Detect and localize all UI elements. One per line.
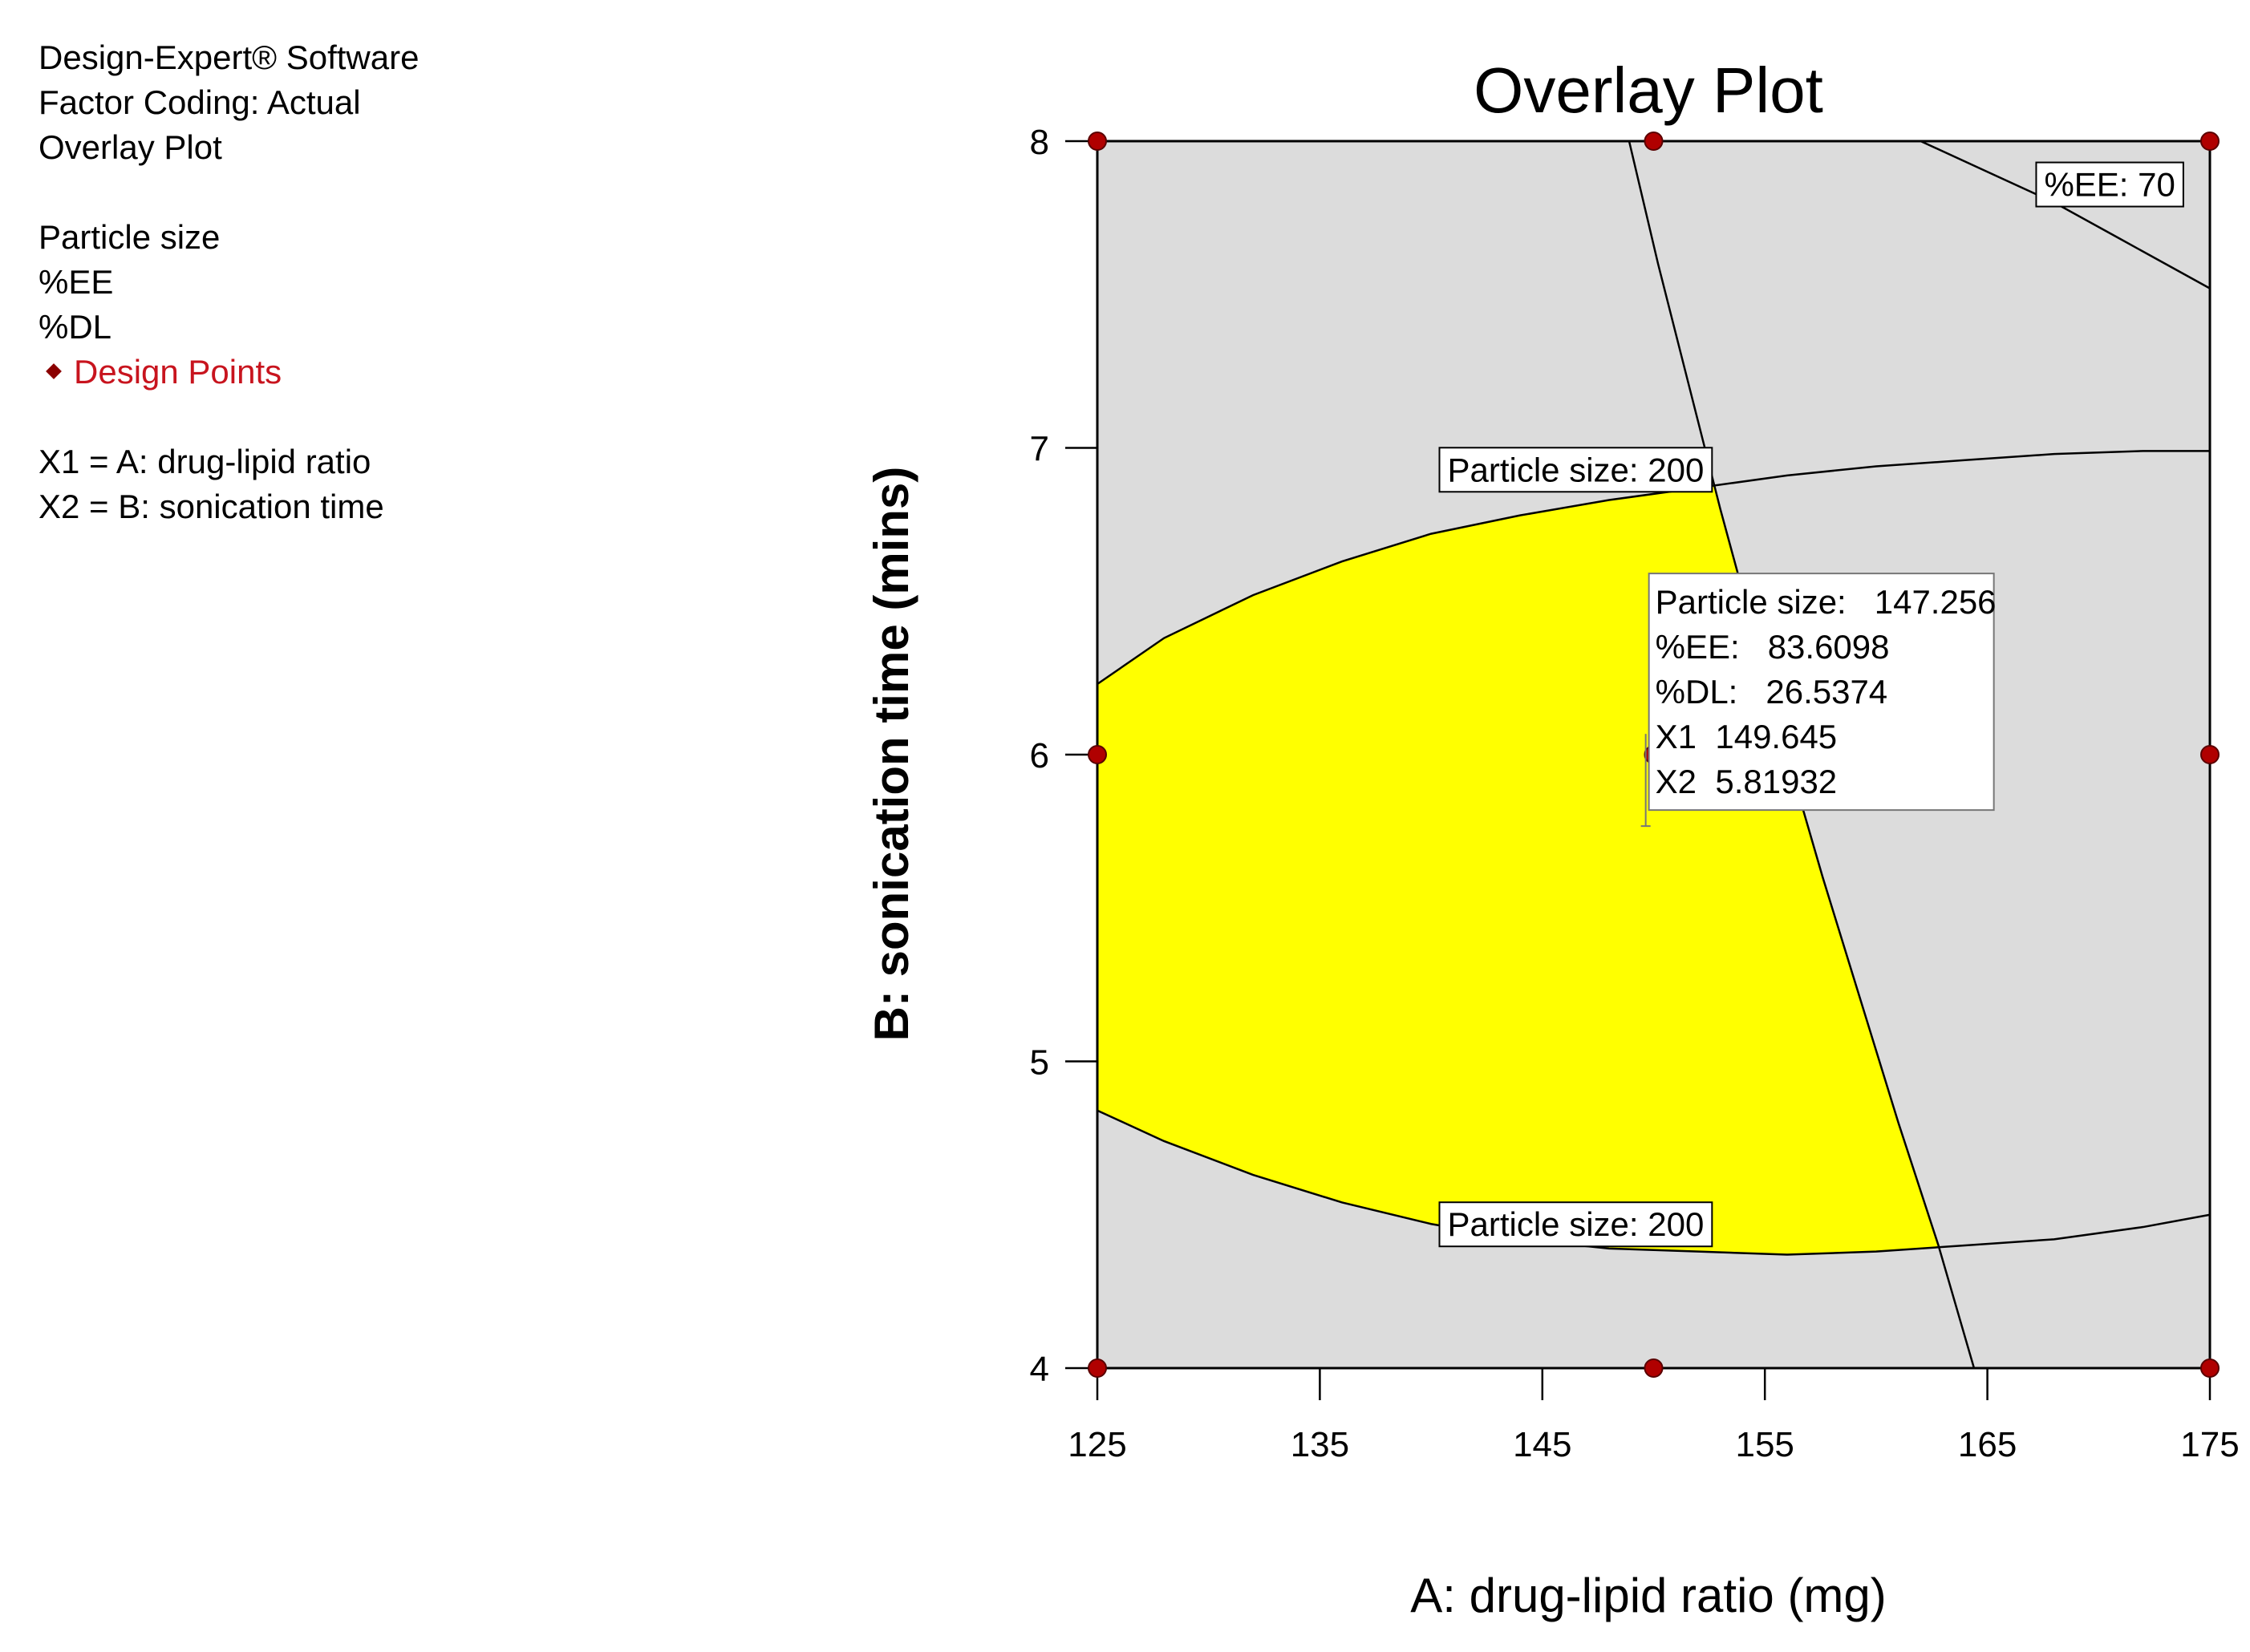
contour-line-ee-70 [1920, 140, 2211, 290]
point-flag[interactable]: Particle size: 147.256 %EE: 83.6098 %DL: 2… [1640, 573, 1997, 828]
flag-line: %EE: 83.6098 [1656, 628, 1890, 666]
design-point[interactable] [1088, 1358, 1107, 1378]
flag-line: Particle size: 147.256 [1656, 583, 1997, 621]
flag-line: %DL: 26.5374 [1656, 673, 1888, 711]
plot-type: Overlay Plot [39, 128, 222, 166]
y-axis: 4 5 6 7 8 [1030, 123, 1097, 1389]
y-axis-label: B: sonication time (mins) [865, 467, 918, 1042]
contour-lines [1097, 140, 2211, 1369]
design-points-label: Design Points [74, 353, 282, 391]
x-tick-label: 165 [1958, 1425, 2017, 1464]
factor-x2: X2 = B: sonication time [39, 488, 384, 525]
chart-title: Overlay Plot [1474, 55, 1823, 126]
contour-label-box [1438, 447, 1713, 493]
y-tick-label: 6 [1030, 736, 1049, 775]
y-tick-label: 4 [1030, 1350, 1049, 1389]
design-point[interactable] [1088, 132, 1107, 151]
contour-label-text: %EE: 70 [2044, 166, 2175, 204]
design-point[interactable] [2200, 1358, 2220, 1378]
contour-label: Particle size: 200 [1438, 447, 1713, 493]
flag-line: X1 149.645 [1656, 718, 1838, 755]
design-point[interactable] [1088, 745, 1107, 764]
legend-panel: Design-Expert® Software Factor Coding: A… [39, 35, 600, 529]
software-name: Design-Expert® Software [39, 38, 420, 76]
contour-label-box [1438, 1201, 1713, 1248]
x-tick-label: 125 [1068, 1425, 1126, 1464]
design-points-legend: Design Points [39, 350, 600, 395]
factor-coding: Factor Coding: Actual [39, 83, 361, 121]
factor-x1: X1 = A: drug-lipid ratio [39, 443, 371, 480]
contour-label: Particle size: 200 [1438, 1201, 1713, 1248]
design-point[interactable] [1644, 1358, 1664, 1378]
x-tick-label: 155 [1735, 1425, 1794, 1464]
x-axis-label: A: drug-lipid ratio (mg) [1410, 1569, 1887, 1622]
x-tick-label: 145 [1513, 1425, 1571, 1464]
contour-label: %EE: 70 [2035, 161, 2184, 208]
y-tick-label: 8 [1030, 123, 1049, 162]
y-tick-label: 7 [1030, 430, 1049, 469]
y-tick-label: 5 [1030, 1043, 1049, 1083]
design-point[interactable] [2200, 132, 2220, 151]
contour-label-text: Particle size: 200 [1447, 1205, 1704, 1243]
x-axis: 125 135 145 155 165 175 [1068, 1368, 2240, 1464]
response-particle-size: Particle size [39, 218, 221, 256]
x-tick-label: 175 [2180, 1425, 2239, 1464]
response-dl: %DL [39, 308, 112, 346]
contour-line-particle-size-lower [1097, 1109, 2211, 1256]
flag-line: X2 5.81932 [1656, 763, 1838, 800]
response-ee: %EE [39, 263, 114, 301]
design-point[interactable] [2200, 745, 2220, 764]
design-point[interactable] [1644, 132, 1664, 151]
contour-label-box [2035, 161, 2184, 208]
x-tick-label: 135 [1291, 1425, 1349, 1464]
flag-box [1648, 573, 1995, 812]
contour-labels: Particle size: 200 Particle size: 200 %EE:… [1438, 161, 2184, 1248]
contour-line-particle-size-upper [1097, 450, 2210, 686]
contour-label-text: Particle size: 200 [1447, 451, 1704, 488]
